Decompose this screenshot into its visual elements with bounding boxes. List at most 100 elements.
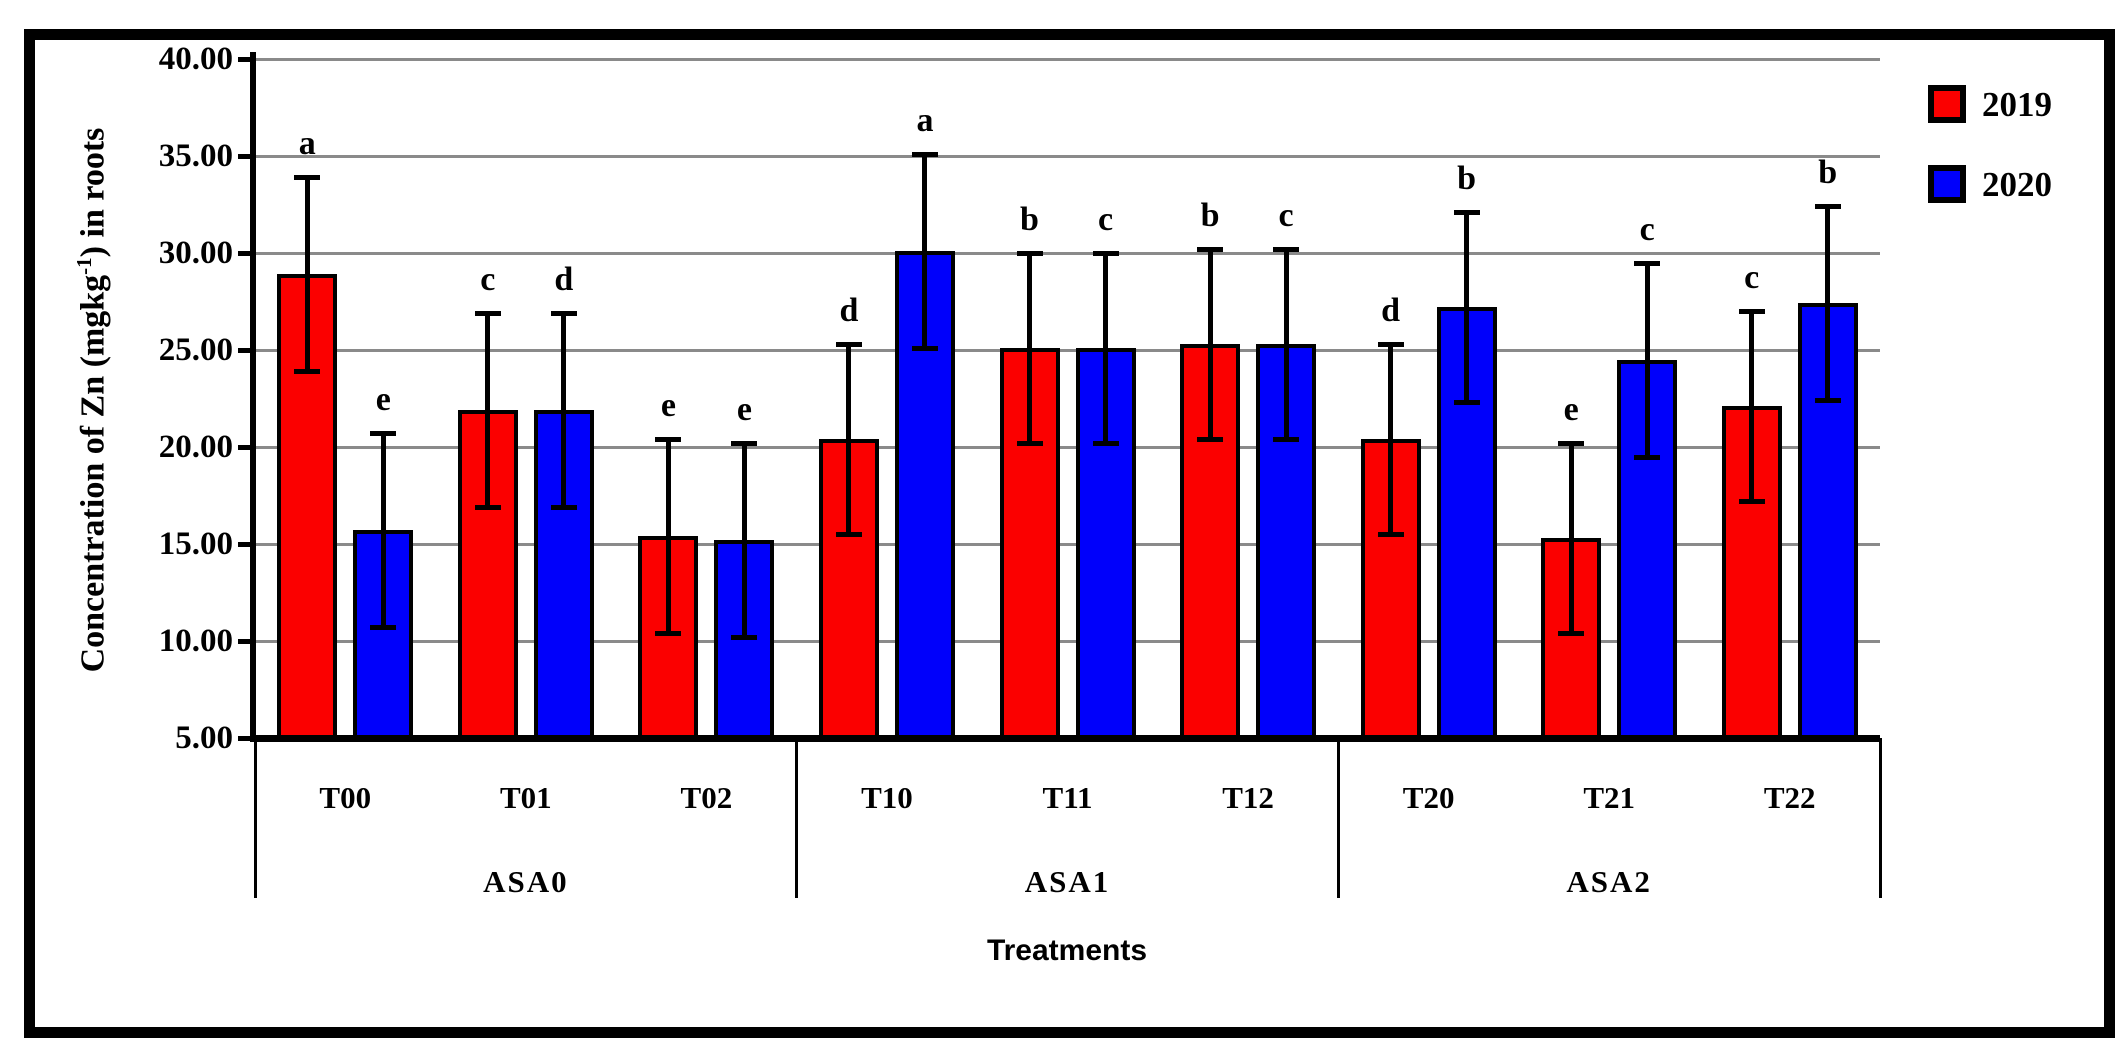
error-cap-bottom-2020-T22 (1814, 398, 1841, 404)
error-cap-top-2020-T02 (731, 441, 758, 447)
error-cap-top-2019-T20 (1377, 342, 1404, 348)
y-tick-label-30.00: 30.00 (158, 235, 233, 271)
legend: 2019 2020 (1928, 84, 2052, 244)
error-bar-2020-T11 (1103, 253, 1108, 444)
group-separator-0 (253, 738, 257, 898)
y-tick-label-10.00: 10.00 (158, 623, 233, 659)
figure-border (24, 29, 2115, 1038)
error-cap-bottom-2020-T12 (1273, 437, 1300, 443)
error-bar-2019-T10 (846, 344, 852, 535)
error-cap-bottom-2020-T00 (370, 625, 397, 631)
legend-item-2019: 2019 (1928, 84, 2052, 124)
gridline-25.00 (255, 349, 1880, 352)
error-cap-bottom-2020-T01 (550, 505, 577, 511)
sig-letter-2019-T20: d (1381, 292, 1401, 330)
group-label-ASA0: ASA0 (483, 864, 569, 899)
error-cap-bottom-2020-T02 (731, 635, 758, 641)
error-cap-top-2020-T20 (1453, 210, 1480, 216)
group-label-ASA1: ASA1 (1024, 864, 1111, 899)
error-cap-bottom-2019-T01 (474, 505, 501, 511)
error-cap-top-2020-T00 (370, 431, 397, 437)
y-tick-label-35.00: 35.00 (158, 138, 233, 174)
error-bar-2019-T12 (1207, 249, 1213, 440)
error-cap-top-2019-T21 (1558, 441, 1585, 447)
error-bar-2019-T00 (304, 177, 310, 372)
sig-letter-2020-T20: b (1457, 160, 1477, 198)
category-label-T02: T02 (680, 780, 733, 815)
error-cap-bottom-2019-T02 (655, 631, 682, 637)
y-tick-25.00 (238, 348, 256, 353)
error-bar-2020-T21 (1644, 262, 1650, 457)
y-axis-line (250, 52, 256, 741)
error-cap-top-2020-T21 (1634, 260, 1661, 266)
y-tick-15.00 (238, 542, 256, 547)
error-cap-bottom-2020-T10 (911, 346, 938, 352)
gridline-20.00 (255, 446, 1880, 449)
legend-swatch-2019-icon (1928, 85, 1966, 123)
error-cap-top-2020-T11 (1092, 251, 1119, 256)
sig-letter-2020-T12: c (1278, 197, 1294, 235)
error-bar-2020-T20 (1464, 212, 1470, 403)
error-cap-bottom-2020-T11 (1092, 441, 1119, 447)
legend-swatch-2020-icon (1928, 165, 1966, 203)
y-tick-label-25.00: 25.00 (158, 332, 233, 368)
gridline-10.00 (255, 640, 1880, 643)
category-label-T01: T01 (499, 780, 552, 815)
x-axis-line (250, 735, 1880, 742)
error-cap-top-2019-T12 (1197, 247, 1224, 253)
error-bar-2019-T02 (665, 439, 671, 634)
sig-letter-2019-T01: c (480, 261, 496, 299)
category-label-T11: T11 (1042, 780, 1093, 815)
group-separator-2 (1336, 738, 1340, 898)
error-cap-bottom-2019-T20 (1377, 532, 1404, 538)
error-cap-top-2019-T10 (835, 342, 862, 348)
sig-letter-2020-T01: d (554, 261, 574, 299)
error-bar-2020-T12 (1283, 249, 1289, 440)
sig-letter-2020-T21: c (1639, 210, 1655, 248)
category-label-T20: T20 (1402, 780, 1455, 815)
error-bar-2020-T00 (380, 433, 386, 628)
gridline-40.00 (255, 58, 1880, 61)
category-label-T21: T21 (1583, 780, 1635, 815)
legend-item-2020: 2020 (1928, 164, 2052, 204)
sig-letter-2019-T12: b (1200, 197, 1220, 235)
legend-label-2020: 2020 (1982, 164, 2052, 204)
error-cap-bottom-2020-T21 (1634, 454, 1661, 460)
error-cap-bottom-2019-T12 (1197, 437, 1224, 443)
y-tick-5.00 (238, 736, 256, 741)
y-tick-40.00 (238, 57, 256, 62)
y-tick-35.00 (238, 154, 256, 159)
error-bar-2019-T21 (1568, 443, 1574, 634)
error-bar-2020-T10 (922, 154, 928, 349)
error-cap-top-2019-T01 (474, 311, 501, 317)
x-axis-title: Treatments (986, 934, 1148, 967)
gridline-30.00 (255, 252, 1880, 255)
error-bar-2019-T11 (1027, 253, 1032, 444)
error-bar-2019-T22 (1749, 311, 1755, 502)
gridline-15.00 (255, 543, 1880, 546)
error-cap-bottom-2019-T21 (1558, 631, 1585, 637)
group-label-ASA2: ASA2 (1566, 864, 1652, 899)
sig-letter-2019-T10: d (839, 292, 859, 330)
sig-letter-2019-T11: b (1020, 201, 1039, 238)
category-label-T22: T22 (1763, 780, 1816, 815)
sig-letter-2019-T22: c (1744, 259, 1760, 297)
error-cap-top-2020-T22 (1814, 204, 1841, 210)
error-cap-top-2019-T22 (1738, 309, 1765, 315)
error-cap-top-2020-T01 (550, 311, 577, 317)
error-cap-top-2019-T00 (294, 175, 321, 181)
error-cap-bottom-2019-T11 (1016, 441, 1043, 447)
legend-label-2019: 2019 (1982, 84, 2052, 124)
y-tick-label-40.00: 40.00 (158, 41, 233, 77)
error-cap-top-2020-T10 (911, 152, 938, 158)
sig-letter-2020-T00: e (375, 381, 391, 419)
sig-letter-2020-T11: c (1097, 201, 1114, 238)
error-cap-top-2019-T02 (655, 437, 682, 443)
group-separator-3 (1878, 738, 1882, 898)
error-bar-2019-T01 (485, 313, 491, 508)
sig-letter-2020-T22: b (1818, 154, 1838, 192)
error-bar-2020-T02 (741, 443, 747, 638)
group-separator-1 (795, 738, 799, 898)
